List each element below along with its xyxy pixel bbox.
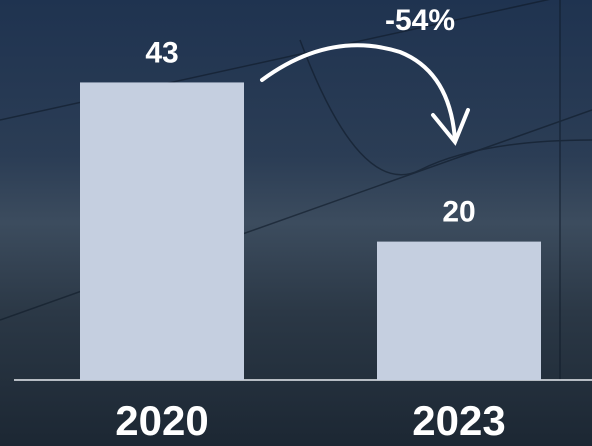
change-arrow: [260, 43, 470, 146]
x-tick-label: 2020: [115, 397, 208, 444]
annotation: -54%: [385, 4, 455, 37]
value-label: 20: [442, 196, 475, 229]
value-label: 43: [145, 36, 178, 69]
bar: [80, 82, 244, 380]
bar: [377, 241, 541, 380]
x-tick-label: 2023: [412, 397, 505, 444]
